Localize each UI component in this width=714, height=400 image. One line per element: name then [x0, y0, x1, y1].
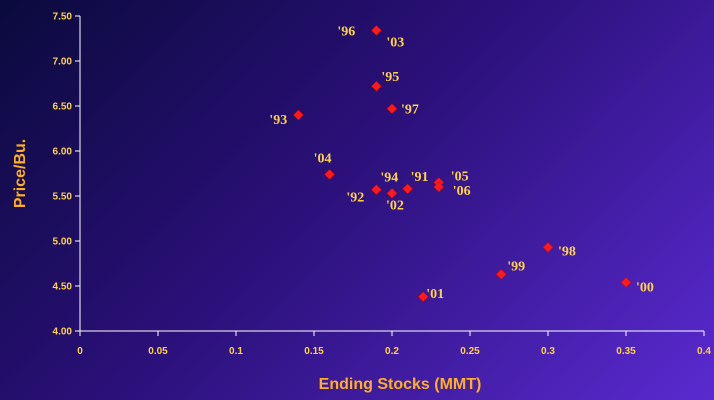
data-point-label: '98: [558, 244, 576, 259]
data-point-label: '91: [411, 170, 429, 185]
data-point-label: '96: [337, 24, 355, 39]
data-point-marker: [324, 169, 335, 180]
data-point-marker: [371, 25, 382, 36]
data-point-marker: [371, 184, 382, 196]
data-point-marker: [402, 183, 413, 195]
y-tick-label: 7.50: [53, 12, 73, 23]
data-point-label: '03: [386, 35, 404, 50]
axes: 4.00 4.50 5.00 5.50 6.00 6.50 7.00 7.50 0 0.05 0.1…: [53, 12, 712, 358]
data-point-marker: [620, 277, 632, 288]
y-tick-label: 4.50: [53, 282, 73, 293]
x-tick-label: 0.2: [385, 346, 399, 357]
data-point-marker: [495, 268, 507, 280]
data-point-label: '05: [451, 170, 469, 185]
data-point-marker: [293, 109, 304, 121]
data-point-label: '95: [381, 70, 399, 85]
y-tick-label: 7.00: [53, 57, 73, 68]
data-point-label: '97: [401, 103, 419, 118]
y-tick-label: 6.00: [53, 147, 73, 158]
x-tick-label: 0: [77, 346, 83, 357]
y-tick-label: 5.50: [53, 192, 73, 203]
data-point-marker: [386, 187, 398, 199]
data-point-label: '06: [453, 184, 471, 199]
x-tick-label: 0.25: [460, 346, 480, 357]
data-point-label: '00: [636, 280, 654, 295]
x-tick-label: 0.3: [541, 346, 555, 357]
data-point-marker: [542, 241, 554, 253]
x-tick-label: 0.4: [697, 346, 711, 357]
y-tick-label: 5.00: [53, 237, 73, 248]
x-tick-label: 0.05: [148, 346, 168, 357]
x-tick-label: 0.1: [229, 346, 243, 357]
x-tick-label: 0.15: [304, 346, 324, 357]
data-point-marker: [386, 103, 398, 115]
y-tick-label: 4.00: [53, 327, 73, 338]
data-point-label: '02: [386, 198, 404, 213]
y-tick-label: 6.50: [53, 102, 73, 113]
data-point-label: '93: [269, 113, 287, 128]
data-marks: '96 '03 '95 '97 '93 '04 '94 '91 '05'06 '92 '02 '98 '…: [269, 24, 654, 303]
y-axis-title: Price/Bu.: [12, 139, 29, 208]
data-point-label: '94: [380, 171, 398, 186]
data-point-marker: [417, 291, 429, 303]
x-tick-label: 0.35: [616, 346, 636, 357]
data-point-label: '01: [426, 287, 444, 302]
data-point-label: '99: [507, 259, 525, 274]
data-point-marker: [371, 80, 382, 92]
data-point-label: '04: [314, 151, 332, 166]
x-axis-title: Ending Stocks (MMT): [319, 376, 482, 393]
data-point-label: '92: [346, 191, 364, 206]
data-point-marker: [433, 181, 445, 193]
